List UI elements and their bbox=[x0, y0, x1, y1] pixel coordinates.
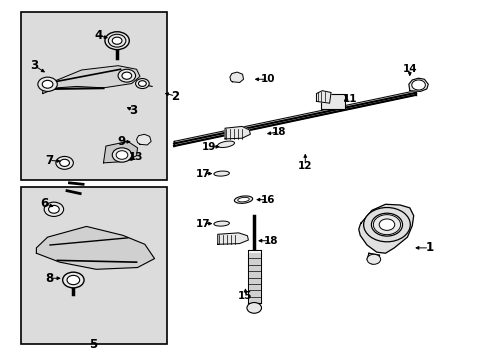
Ellipse shape bbox=[217, 141, 234, 148]
Polygon shape bbox=[366, 253, 379, 264]
Polygon shape bbox=[358, 204, 413, 253]
Text: 8: 8 bbox=[45, 272, 53, 285]
Circle shape bbox=[112, 148, 131, 162]
Ellipse shape bbox=[237, 197, 249, 202]
Circle shape bbox=[42, 80, 53, 88]
Circle shape bbox=[411, 80, 425, 90]
Circle shape bbox=[122, 72, 131, 79]
Circle shape bbox=[56, 157, 73, 169]
Text: 10: 10 bbox=[260, 74, 275, 84]
Polygon shape bbox=[36, 226, 154, 269]
Circle shape bbox=[44, 202, 63, 216]
Text: 17: 17 bbox=[196, 219, 210, 229]
Text: 18: 18 bbox=[272, 127, 286, 137]
Circle shape bbox=[108, 34, 125, 47]
Text: 15: 15 bbox=[238, 291, 252, 301]
Polygon shape bbox=[248, 259, 260, 265]
Polygon shape bbox=[248, 278, 260, 284]
Polygon shape bbox=[42, 66, 140, 94]
Circle shape bbox=[112, 37, 122, 44]
Circle shape bbox=[246, 302, 261, 313]
Circle shape bbox=[118, 69, 135, 82]
Circle shape bbox=[366, 254, 380, 264]
Circle shape bbox=[371, 213, 402, 236]
Text: 2: 2 bbox=[171, 90, 179, 103]
Text: 17: 17 bbox=[196, 168, 210, 179]
Circle shape bbox=[105, 32, 129, 50]
Text: 1: 1 bbox=[425, 241, 432, 255]
Circle shape bbox=[38, 77, 57, 91]
Circle shape bbox=[116, 151, 127, 159]
Text: 13: 13 bbox=[129, 153, 143, 162]
Text: 11: 11 bbox=[343, 94, 357, 104]
Circle shape bbox=[60, 159, 69, 166]
Text: 6: 6 bbox=[40, 197, 48, 210]
Ellipse shape bbox=[213, 221, 229, 226]
Text: 12: 12 bbox=[297, 161, 312, 171]
Circle shape bbox=[378, 219, 394, 230]
Polygon shape bbox=[174, 91, 415, 146]
Text: 5: 5 bbox=[88, 338, 97, 351]
Circle shape bbox=[372, 215, 400, 235]
Polygon shape bbox=[316, 91, 330, 103]
Polygon shape bbox=[248, 252, 260, 258]
Polygon shape bbox=[248, 291, 260, 297]
Polygon shape bbox=[248, 272, 260, 278]
Text: 19: 19 bbox=[202, 142, 216, 152]
Text: 4: 4 bbox=[94, 29, 102, 42]
Polygon shape bbox=[217, 233, 248, 244]
Bar bbox=[21, 187, 166, 344]
Polygon shape bbox=[248, 265, 260, 271]
Circle shape bbox=[67, 275, 80, 285]
Circle shape bbox=[48, 205, 59, 213]
Text: 16: 16 bbox=[260, 195, 275, 204]
Polygon shape bbox=[229, 72, 243, 82]
Text: 14: 14 bbox=[402, 64, 416, 74]
Polygon shape bbox=[224, 126, 250, 139]
Circle shape bbox=[363, 207, 409, 242]
Bar bbox=[321, 94, 344, 109]
Polygon shape bbox=[408, 78, 427, 91]
Circle shape bbox=[135, 78, 149, 89]
Text: 18: 18 bbox=[264, 236, 278, 246]
Polygon shape bbox=[103, 141, 137, 163]
Text: 7: 7 bbox=[45, 154, 53, 167]
Bar bbox=[21, 12, 166, 180]
Polygon shape bbox=[136, 134, 151, 145]
Text: 9: 9 bbox=[118, 135, 126, 148]
Ellipse shape bbox=[213, 171, 229, 176]
Circle shape bbox=[138, 81, 146, 86]
Text: 3: 3 bbox=[129, 104, 138, 117]
Text: 3: 3 bbox=[30, 59, 39, 72]
Polygon shape bbox=[248, 297, 260, 303]
Circle shape bbox=[62, 272, 84, 288]
Polygon shape bbox=[248, 285, 260, 291]
Ellipse shape bbox=[234, 196, 252, 203]
